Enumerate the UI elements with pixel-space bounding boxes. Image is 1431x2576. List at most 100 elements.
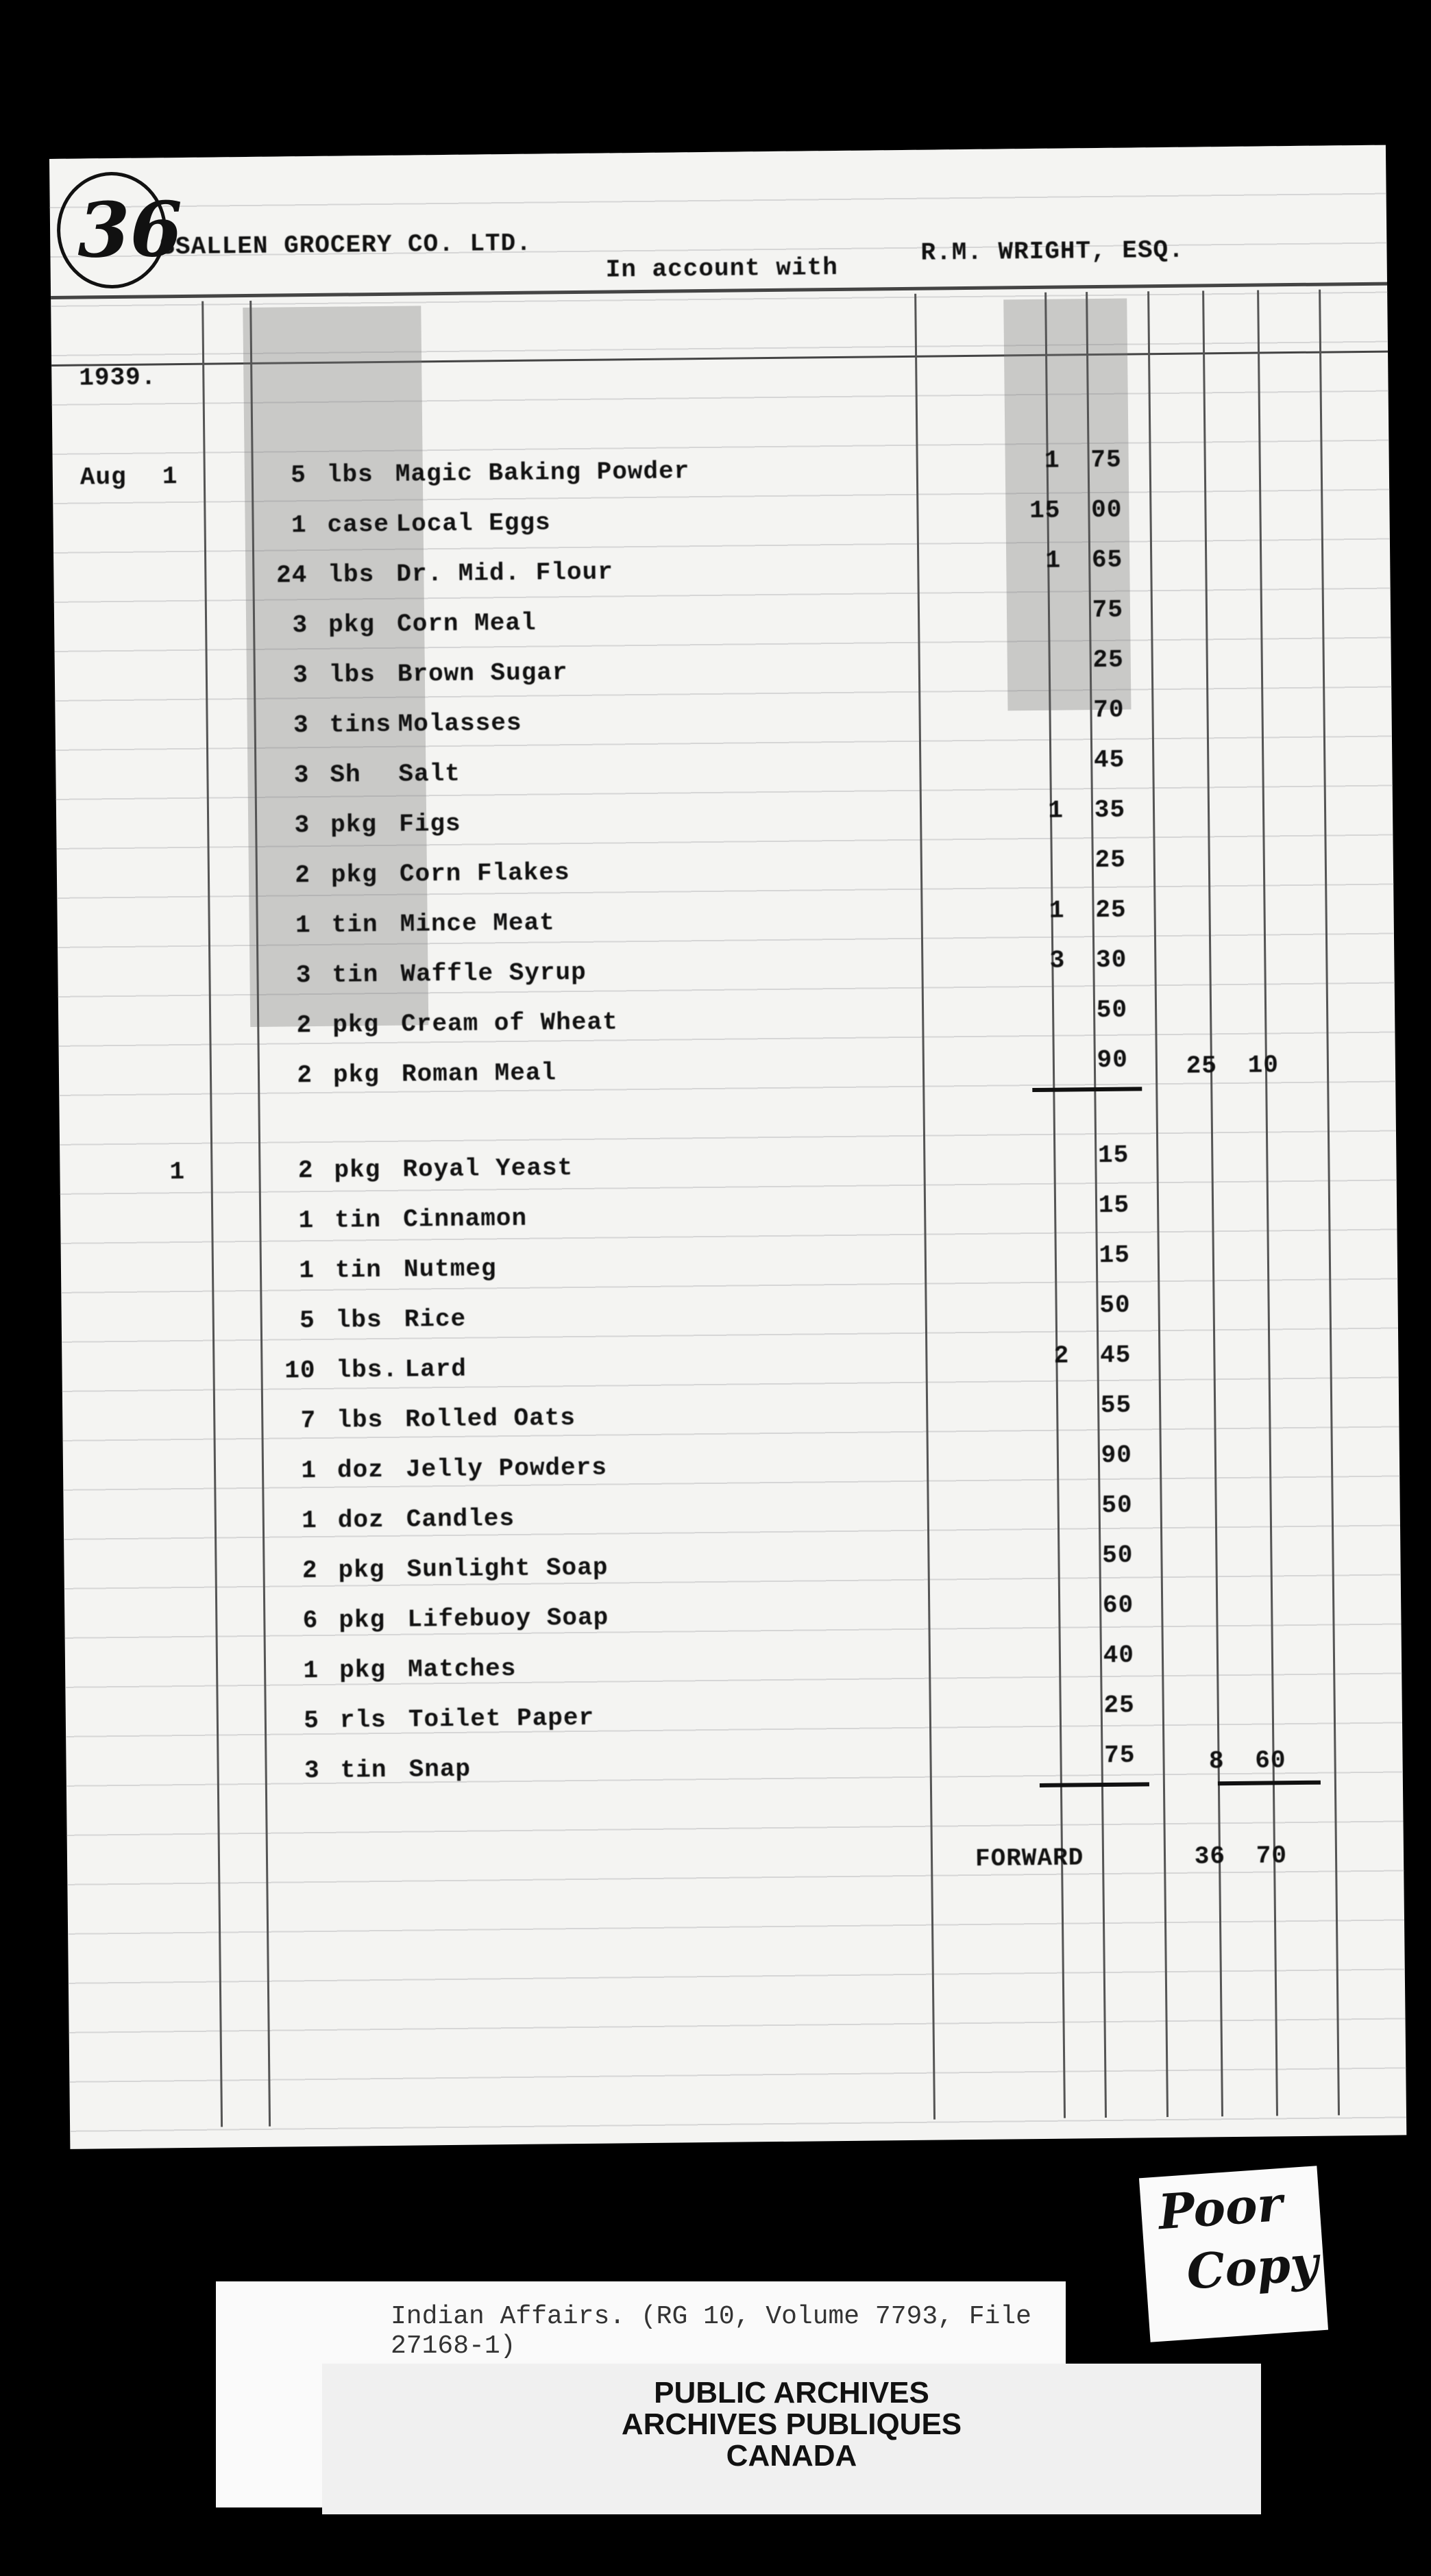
item-dollars: 2 [1053, 1341, 1070, 1370]
item-quantity: 1 [301, 1457, 317, 1485]
item-cents: 50 [1101, 1491, 1133, 1520]
item-unit: Sh [330, 760, 361, 789]
item-description: Molasses [398, 708, 522, 739]
item-quantity: 1 [295, 911, 311, 940]
item-description: Corn Meal [396, 608, 537, 639]
item-quantity: 3 [293, 761, 310, 790]
note-line-2: Copy [1184, 2234, 1321, 2301]
item-cents: 75 [1090, 445, 1122, 475]
subtotal-cents: 60 [1255, 1746, 1286, 1775]
item-description: Toilet Paper [408, 1703, 595, 1734]
item-quantity: 3 [293, 661, 309, 690]
item-unit: pkg [330, 810, 378, 839]
item-cents: 50 [1101, 1541, 1134, 1570]
item-quantity: 3 [294, 811, 310, 840]
item-description: Rice [404, 1304, 467, 1334]
archive-stamp: PUBLIC ARCHIVES ARCHIVES PUBLIQUES CANAD… [322, 2377, 1261, 2472]
column-rule [914, 293, 936, 2120]
entry-month: Aug [80, 462, 127, 492]
subtotal-cents: 10 [1247, 1051, 1280, 1080]
archive-reference: Indian Affairs. (RG 10, Volume 7793, Fil… [391, 2302, 1031, 2361]
item-unit: pkg [334, 1156, 381, 1185]
item-unit: tins [329, 710, 392, 739]
company-name: SSALLEN GROCERY CO. LTD. [160, 229, 533, 262]
item-unit: tin [331, 911, 378, 939]
column-rule [201, 301, 223, 2127]
item-unit: pkg [339, 1605, 386, 1635]
item-description: Magic Baking Powder [395, 457, 690, 488]
in-account-with: In account with [605, 253, 838, 284]
item-cents: 70 [1093, 695, 1125, 725]
item-cents: 25 [1094, 845, 1127, 875]
item-description: Cream of Wheat [401, 1008, 618, 1039]
item-dollars [1006, 1192, 1068, 1193]
item-cents: 15 [1099, 1241, 1131, 1270]
item-dollars [1005, 1142, 1067, 1143]
item-dollars: 1 [1045, 546, 1062, 575]
item-description: Lifebuoy Soap [407, 1603, 609, 1634]
item-quantity: 5 [299, 1306, 315, 1335]
ledger-entries: Aug 1 5 lbs Magic Baking Powder 1 75 1 case Local… [49, 145, 1386, 1787]
forward-label: FORWARD [975, 1844, 1084, 1873]
item-description: Figs [398, 809, 461, 839]
item-description: Corn Flakes [399, 858, 570, 889]
entry-day: 1 [162, 462, 178, 491]
item-cents: 60 [1102, 1591, 1134, 1620]
item-cents: 75 [1104, 1741, 1136, 1770]
item-unit: pkg [328, 610, 376, 639]
archive-line-2: ARCHIVES PUBLIQUES [621, 2407, 962, 2441]
item-dollars [1005, 1047, 1066, 1048]
item-description: Salt [398, 759, 461, 789]
item-dollars [1007, 1292, 1068, 1293]
item-description: Lard [404, 1354, 467, 1384]
archive-line-1: PUBLIC ARCHIVES [654, 2376, 929, 2410]
item-description: Mince Meat [400, 908, 555, 939]
item-cents: 40 [1103, 1641, 1135, 1670]
item-quantity: 3 [292, 611, 308, 640]
item-unit: pkg [339, 1655, 387, 1685]
item-description: Jelly Powders [405, 1453, 608, 1484]
item-quantity: 2 [297, 1156, 314, 1185]
item-description: Brown Sugar [397, 658, 568, 689]
item-quantity: 1 [302, 1507, 318, 1535]
item-description: Waffle Syrup [400, 958, 587, 989]
item-quantity: 1 [291, 511, 307, 540]
item-cents: 90 [1101, 1441, 1133, 1470]
item-quantity: 2 [302, 1557, 318, 1585]
item-quantity: 1 [298, 1206, 315, 1235]
header-rule [51, 282, 1388, 299]
subtotal-dollars: 8 [1208, 1747, 1225, 1776]
item-unit: lbs [335, 1306, 382, 1335]
item-cents: 55 [1100, 1391, 1132, 1420]
item-description: Rolled Oats [405, 1404, 576, 1434]
item-unit: tin [334, 1256, 382, 1285]
item-description: Roman Meal [401, 1058, 557, 1089]
item-unit: lbs [328, 660, 376, 689]
item-quantity: 1 [303, 1657, 319, 1685]
column-rule [1319, 289, 1341, 2116]
item-cents: 50 [1096, 995, 1128, 1025]
item-dollars [1010, 1541, 1071, 1542]
item-description: Nutmeg [403, 1254, 497, 1284]
item-cents: 15 [1098, 1191, 1130, 1220]
item-unit: rls [339, 1705, 387, 1735]
year: 1939. [79, 363, 157, 393]
item-description: Candles [406, 1504, 515, 1534]
item-unit: pkg [332, 1061, 380, 1089]
ledger-page: 3 6 SSALLEN GROCERY CO. LTD. In account w… [49, 145, 1407, 2149]
item-quantity: 6 [302, 1607, 319, 1635]
item-unit: lbs [328, 560, 375, 589]
item-cents: 90 [1097, 1045, 1129, 1075]
item-quantity: 3 [295, 961, 312, 990]
item-dollars [1008, 1392, 1070, 1393]
item-description: Dr. Mid. Flour [396, 558, 614, 589]
item-cents: 25 [1103, 1691, 1135, 1720]
item-cents: 50 [1099, 1291, 1131, 1320]
subtotal-rule [1032, 1087, 1142, 1093]
item-description: Sunlight Soap [406, 1553, 609, 1584]
item-dollars [1007, 1242, 1068, 1243]
item-quantity: 5 [304, 1707, 320, 1735]
item-dollars: 15 [1029, 496, 1061, 525]
item-dollars: 1 [1044, 446, 1060, 475]
account-holder: R.M. WRIGHT, ESQ. [920, 236, 1184, 267]
